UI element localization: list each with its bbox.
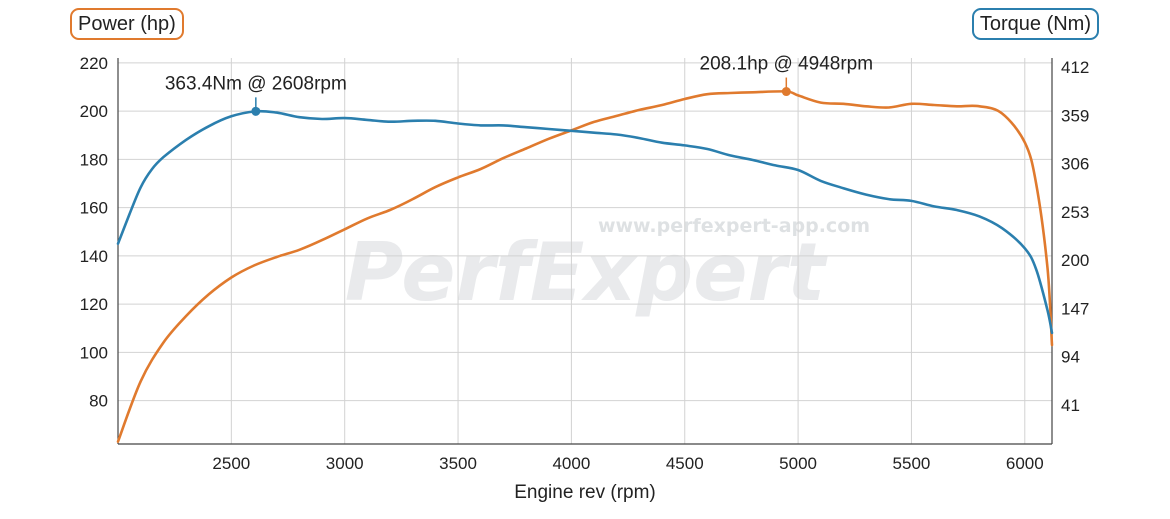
torque-axis-badge: Torque (Nm) xyxy=(971,8,1099,40)
torque-peak-marker xyxy=(251,106,261,116)
y-right-tick-label: 200 xyxy=(1061,251,1089,270)
watermark: www.perfexpert-app.com PerfExpert xyxy=(345,215,870,319)
x-tick-label: 6000 xyxy=(1006,454,1044,473)
torque-curve xyxy=(116,109,1054,335)
watermark-url: www.perfexpert-app.com xyxy=(598,215,870,237)
y-right-tick-label: 412 xyxy=(1061,58,1089,77)
plot-frame xyxy=(117,58,1053,445)
y-right-tick-label: 359 xyxy=(1061,106,1089,125)
y-left-tick-label: 160 xyxy=(80,199,108,218)
y-right-tick-label: 306 xyxy=(1061,155,1089,174)
y-left-tick-label: 120 xyxy=(80,295,108,314)
power-axis-badge: Power (hp) xyxy=(70,8,184,40)
y-right-tick-label: 253 xyxy=(1061,203,1089,222)
power-peak-label: 208.1hp @ 4948rpm xyxy=(700,54,874,75)
series-layer xyxy=(116,90,1054,443)
x-axis-label: Engine rev (rpm) xyxy=(514,482,656,503)
x-tick-label: 2500 xyxy=(212,454,250,473)
watermark-logo: PerfExpert xyxy=(345,226,828,319)
y-right-tick-label: 147 xyxy=(1061,299,1089,318)
y-left-tick-label: 80 xyxy=(89,392,108,411)
x-axis: 2500 3000 3500 4000 4500 5000 5500 6000 xyxy=(212,454,1043,473)
torque-peak-label: 363.4Nm @ 2608rpm xyxy=(165,73,347,94)
x-tick-label: 4500 xyxy=(666,454,704,473)
x-tick-label: 4000 xyxy=(552,454,590,473)
annotations: 363.4Nm @ 2608rpm 208.1hp @ 4948rpm xyxy=(165,54,873,116)
x-tick-label: 3000 xyxy=(326,454,364,473)
grid xyxy=(118,58,1052,444)
power-peak-marker xyxy=(781,87,791,97)
y-left-tick-label: 220 xyxy=(80,54,108,73)
y-right-tick-label: 41 xyxy=(1061,396,1080,415)
y-left-tick-label: 180 xyxy=(80,150,108,169)
x-tick-label: 5500 xyxy=(893,454,931,473)
y-left-tick-label: 100 xyxy=(80,343,108,362)
y-left-tick-label: 140 xyxy=(80,247,108,266)
y-left-tick-label: 200 xyxy=(80,102,108,121)
power-curve xyxy=(116,90,1054,443)
y-right-axis: 41 94 147 200 253 306 359 412 xyxy=(1061,58,1089,415)
x-tick-label: 3500 xyxy=(439,454,477,473)
y-left-axis: 80 100 120 140 160 180 200 220 xyxy=(80,54,108,411)
y-right-tick-label: 94 xyxy=(1061,348,1080,367)
x-tick-label: 5000 xyxy=(779,454,817,473)
